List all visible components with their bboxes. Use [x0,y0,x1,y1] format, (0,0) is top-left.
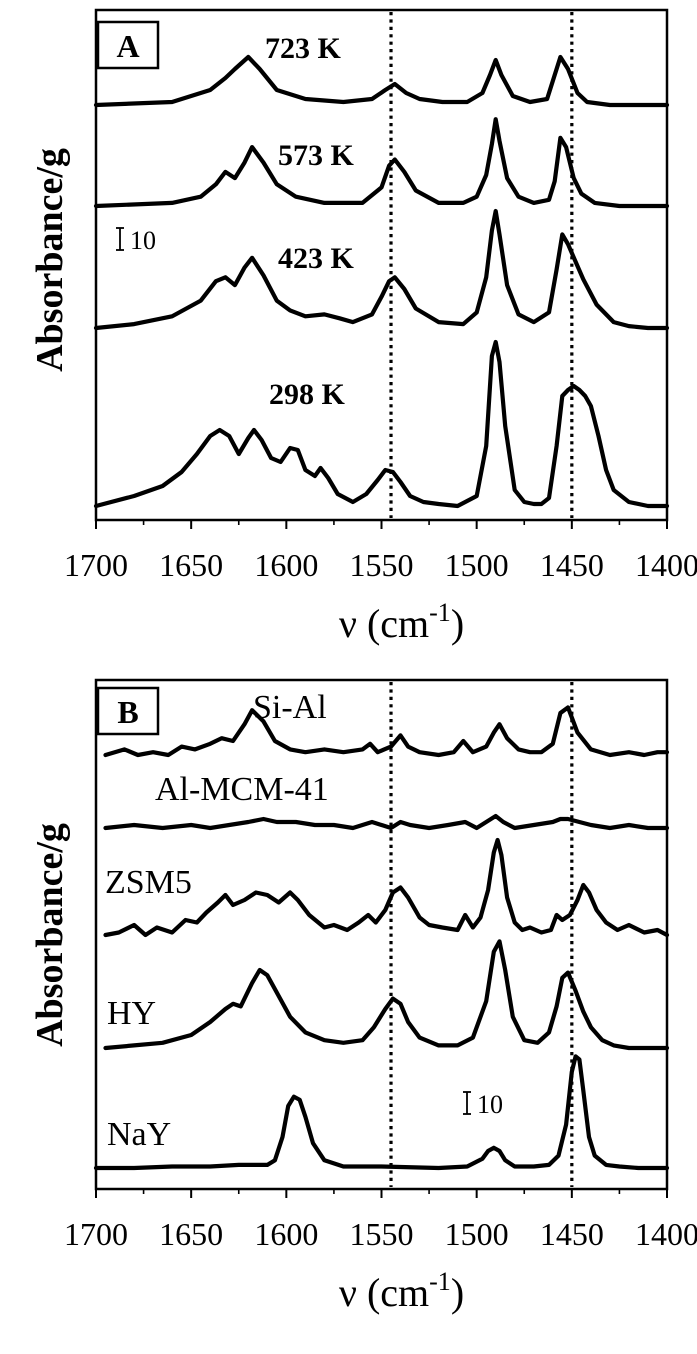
panel-b-series-label-hy: HY [107,995,156,1032]
panel-b-scale-bar-label: 10 [477,1090,503,1119]
panel-a-tick-label-1450: 1450 [540,547,604,583]
panel-a-plot-frame [94,8,669,522]
panel-a-x-axis-label: ν (cm-1) [339,598,464,646]
panel-b-x-axis-label: ν (cm-1) [339,1267,464,1315]
panel-b-series-label-al-mcm-41: Al-MCM-41 [155,771,329,808]
panel-a-tick-label-1700: 1700 [64,547,128,583]
panel-b-series-line-al-mcm-41 [103,813,670,831]
panel-a-series-line-423-k [93,208,670,331]
panel-b-tick-label-1650: 1650 [159,1216,223,1252]
panel-b-tick-label-1600: 1600 [254,1216,318,1252]
panel-b-tick-label-1400: 1400 [635,1216,697,1252]
panel-b-series-line-nay [93,1054,670,1171]
panel-a: 1700 1650 1600 1550 1500 1450 1400 ν (cm-1) Abso… [29,8,697,646]
panel-a-y-axis-label: Absorbance/g [29,148,71,372]
panel-a-series-label-423-k: 423 K [278,242,355,275]
panel-b-y-axis-label: Absorbance/g [29,823,71,1047]
panel-b-series-line-si-al [103,705,670,758]
panel-b-series-label-si-al: Si-Al [253,689,327,726]
panel-b-series-label-nay: NaY [107,1116,171,1153]
panel-a-series-label-298-k: 298 K [269,378,346,411]
panel-a-series-line-723-k [93,54,670,108]
panel-a-tick-label-1650: 1650 [159,547,223,583]
panel-a-series-label-723-k: 723 K [265,32,342,65]
panel-a-scale-bar-label: 10 [130,226,156,255]
panel-a-series-line-573-k [93,117,670,209]
panel-a-letter: A [116,28,139,64]
panel-a-tick-label-1550: 1550 [350,547,414,583]
panel-a-tick-label-1400: 1400 [635,547,697,583]
panel-a-series-label-573-k: 573 K [278,139,355,172]
panel-b-plot-frame [94,678,669,1191]
panel-b: 1700 1650 1600 1550 1500 1450 1400 ν (cm-1) Abso… [29,678,697,1315]
panel-b-series-line-zsm5 [103,837,670,938]
panel-a-tick-label-1500: 1500 [445,547,509,583]
panel-a-letter-box [96,20,160,70]
panel-b-tick-label-1700: 1700 [64,1216,128,1252]
panel-a-series-line-298-k [93,339,670,509]
panel-b-letter-box [96,686,160,736]
panel-b-series-line-hy [103,939,670,1051]
panel-b-tick-label-1500: 1500 [445,1216,509,1252]
panel-b-series-label-zsm5: ZSM5 [105,864,192,901]
panel-a-tick-label-1600: 1600 [254,547,318,583]
panel-b-letter: B [117,694,138,730]
panel-b-tick-label-1450: 1450 [540,1216,604,1252]
panel-b-tick-label-1550: 1550 [350,1216,414,1252]
